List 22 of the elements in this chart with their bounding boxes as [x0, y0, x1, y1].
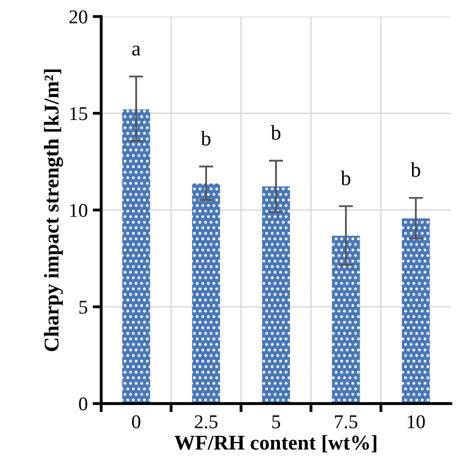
bar — [332, 236, 360, 404]
x-tick-label: 7.5 — [335, 415, 358, 428]
bar — [122, 109, 150, 404]
y-tick-label: 20 — [69, 10, 88, 24]
annotation: b — [270, 125, 280, 140]
y-tick-label: 0 — [79, 397, 88, 410]
x-tick-label: 0 — [132, 415, 140, 428]
annotation: a — [132, 46, 140, 56]
x-tick-label: 2.5 — [194, 415, 218, 428]
annotation: b — [340, 170, 350, 186]
y-tick-label: 10 — [70, 204, 88, 217]
bar — [402, 218, 430, 404]
annotation: b — [410, 162, 420, 177]
annotation: b — [200, 130, 210, 146]
bar — [262, 186, 290, 404]
y-tick-label: 15 — [70, 107, 88, 120]
x-tick-label: 10 — [408, 415, 425, 428]
bar — [192, 184, 220, 404]
x-axis-title: WF/RH content [wt%] — [174, 435, 376, 452]
y-axis-title: Charpy impact strength [kJ/m²] — [44, 69, 64, 352]
x-tick-label: 5 — [272, 415, 280, 428]
y-tick-label: 5 — [79, 300, 88, 314]
